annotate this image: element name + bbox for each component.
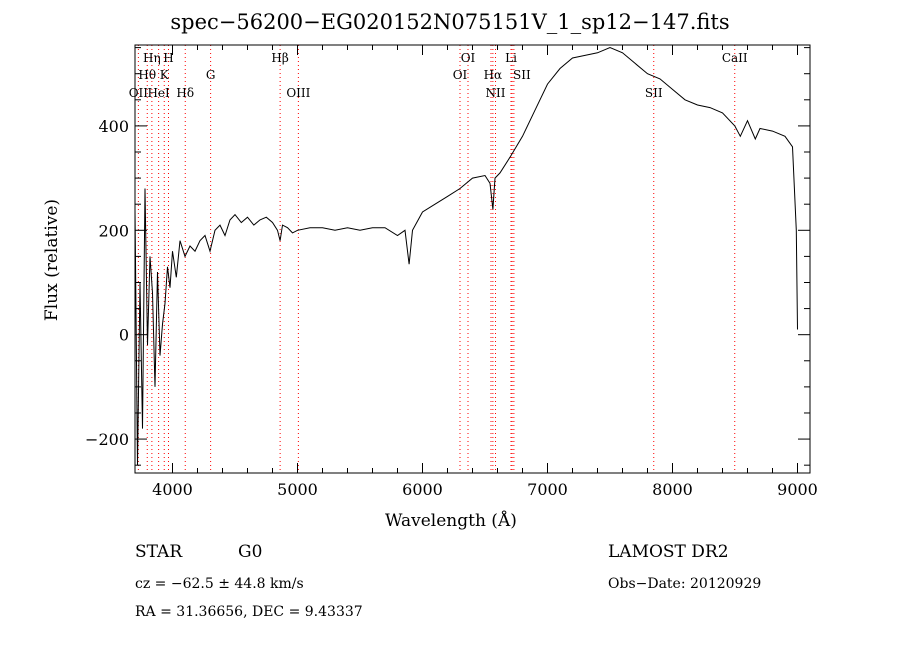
chart-title: spec−56200−EG020152N075151V_1_sp12−147.f… (170, 10, 730, 34)
observation-date: Obs−Date: 20120929 (608, 576, 762, 592)
line-label: Hδ (176, 86, 194, 100)
spectrum-series-line (134, 47, 798, 466)
y-axis-title: Flux (relative) (42, 198, 62, 322)
x-tick-label: 8000 (652, 480, 693, 499)
object-class: STAR (135, 542, 183, 562)
line-label: Li (505, 51, 517, 65)
x-tick-label: 6000 (402, 480, 443, 499)
plot-frame (134, 44, 811, 474)
line-label: OI (461, 51, 476, 65)
survey-name: LAMOST DR2 (608, 542, 729, 562)
line-label: Hη (143, 51, 161, 65)
coordinates: RA = 31.36656, DEC = 9.43337 (135, 604, 363, 620)
line-label: NII (486, 86, 506, 100)
line-label: H (163, 51, 173, 65)
object-subclass: G0 (238, 542, 263, 562)
x-tick-label: 4000 (152, 480, 193, 499)
line-label: HeI (147, 86, 170, 100)
line-label: K (160, 68, 170, 82)
y-tick-label: 0 (119, 326, 129, 345)
line-label: G (206, 68, 216, 82)
line-label: Hβ (271, 51, 288, 65)
redshift-cz: cz = −62.5 ± 44.8 km/s (135, 576, 304, 592)
line-label: Hθ (138, 68, 156, 82)
y-tick-label: 200 (98, 221, 129, 240)
x-tick-label: 5000 (277, 480, 318, 499)
x-tick-label: 9000 (777, 480, 818, 499)
y-tick-label: 400 (98, 117, 129, 136)
x-tick-label: 7000 (527, 480, 568, 499)
line-label: OII (129, 86, 149, 100)
line-label: SII (513, 68, 531, 82)
line-label: OIII (286, 86, 310, 100)
line-label: Hα (484, 68, 503, 82)
y-tick-label: −200 (85, 430, 129, 449)
x-axis-title: Wavelength (Å) (385, 511, 517, 531)
line-label: CaII (722, 51, 748, 65)
line-label: SII (645, 86, 663, 100)
line-label: OI (453, 68, 468, 82)
